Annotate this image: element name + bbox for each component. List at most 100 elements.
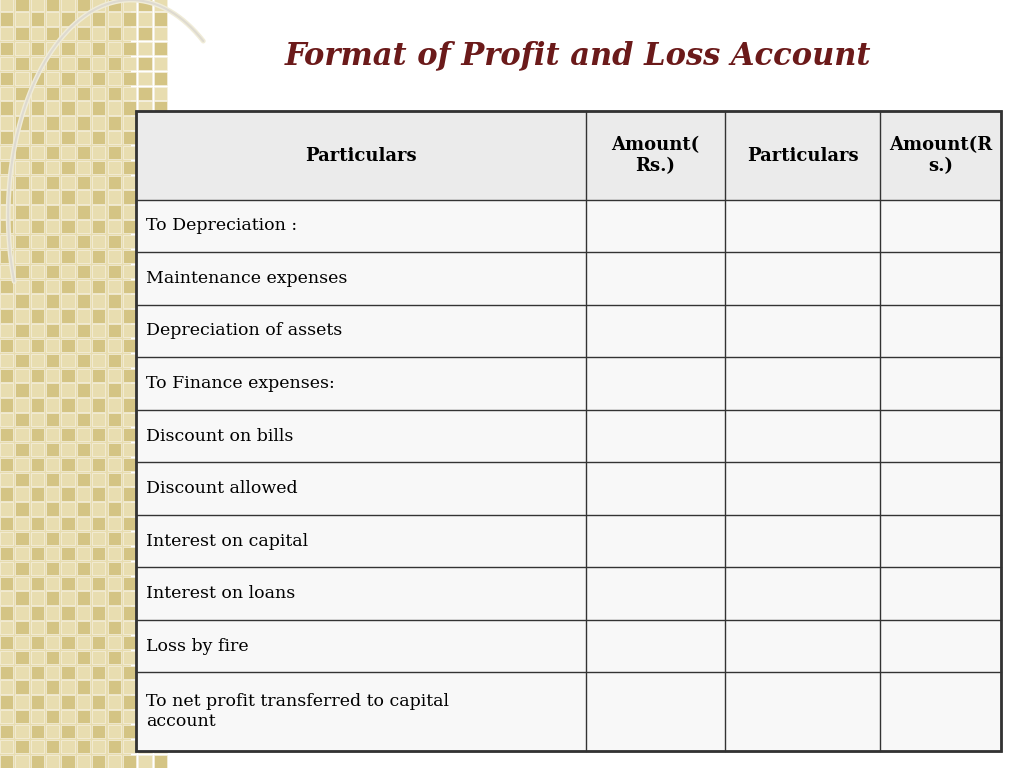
- Bar: [77, 710, 90, 723]
- Bar: [108, 755, 121, 768]
- Bar: [46, 42, 59, 55]
- Bar: [154, 354, 167, 367]
- Bar: [92, 146, 105, 159]
- Bar: [61, 265, 75, 278]
- Bar: [31, 310, 44, 323]
- Bar: [61, 190, 75, 204]
- Bar: [15, 383, 29, 397]
- Bar: [31, 354, 44, 367]
- Bar: [138, 399, 152, 412]
- Bar: [0, 354, 13, 367]
- Bar: [61, 205, 75, 219]
- Bar: [108, 488, 121, 501]
- Bar: [46, 650, 59, 664]
- Bar: [154, 190, 167, 204]
- Bar: [31, 339, 44, 353]
- Bar: [138, 591, 152, 604]
- Bar: [46, 250, 59, 263]
- Bar: [46, 666, 59, 679]
- Bar: [154, 458, 167, 471]
- Bar: [77, 621, 90, 634]
- Bar: [77, 606, 90, 620]
- Bar: [46, 561, 59, 575]
- Bar: [77, 695, 90, 709]
- Bar: [108, 383, 121, 397]
- Bar: [108, 695, 121, 709]
- Bar: [61, 27, 75, 41]
- Bar: [123, 680, 136, 694]
- Bar: [31, 12, 44, 25]
- Bar: [92, 413, 105, 426]
- Bar: [15, 621, 29, 634]
- Bar: [46, 710, 59, 723]
- Bar: [92, 740, 105, 753]
- Bar: [92, 294, 105, 308]
- Bar: [61, 294, 75, 308]
- Bar: [154, 547, 167, 560]
- Bar: [46, 310, 59, 323]
- Bar: [92, 755, 105, 768]
- Text: Interest on capital: Interest on capital: [146, 532, 308, 550]
- Bar: [77, 87, 90, 100]
- Bar: [61, 87, 75, 100]
- Bar: [77, 488, 90, 501]
- Bar: [92, 324, 105, 337]
- Bar: [108, 265, 121, 278]
- Bar: [0, 740, 13, 753]
- Bar: [0, 12, 13, 25]
- Bar: [15, 606, 29, 620]
- Bar: [154, 428, 167, 442]
- Bar: [108, 443, 121, 456]
- Bar: [77, 650, 90, 664]
- Bar: [154, 176, 167, 189]
- Bar: [61, 666, 75, 679]
- Bar: [15, 190, 29, 204]
- Bar: [108, 57, 121, 70]
- Bar: [136, 410, 1001, 462]
- Bar: [154, 280, 167, 293]
- Bar: [123, 354, 136, 367]
- Bar: [123, 710, 136, 723]
- Bar: [31, 294, 44, 308]
- Bar: [0, 577, 13, 590]
- Bar: [108, 354, 121, 367]
- Bar: [31, 131, 44, 144]
- Bar: [138, 71, 152, 85]
- Bar: [46, 294, 59, 308]
- Bar: [15, 220, 29, 233]
- Bar: [61, 621, 75, 634]
- Bar: [123, 621, 136, 634]
- Bar: [0, 131, 13, 144]
- Bar: [138, 205, 152, 219]
- Bar: [0, 399, 13, 412]
- Bar: [31, 220, 44, 233]
- Bar: [92, 161, 105, 174]
- Bar: [123, 87, 136, 100]
- Bar: [77, 399, 90, 412]
- Bar: [108, 339, 121, 353]
- Bar: [108, 87, 121, 100]
- Bar: [92, 339, 105, 353]
- Bar: [138, 87, 152, 100]
- Bar: [123, 547, 136, 560]
- Bar: [123, 71, 136, 85]
- Bar: [108, 399, 121, 412]
- Bar: [15, 176, 29, 189]
- Bar: [123, 443, 136, 456]
- Bar: [31, 265, 44, 278]
- Bar: [0, 339, 13, 353]
- Bar: [154, 561, 167, 575]
- Bar: [77, 57, 90, 70]
- Bar: [46, 517, 59, 531]
- Bar: [61, 680, 75, 694]
- Bar: [15, 547, 29, 560]
- Bar: [77, 190, 90, 204]
- Bar: [154, 146, 167, 159]
- Bar: [138, 472, 152, 486]
- Bar: [46, 636, 59, 649]
- Bar: [15, 517, 29, 531]
- Bar: [108, 502, 121, 515]
- Bar: [31, 146, 44, 159]
- Bar: [31, 0, 44, 11]
- Bar: [15, 472, 29, 486]
